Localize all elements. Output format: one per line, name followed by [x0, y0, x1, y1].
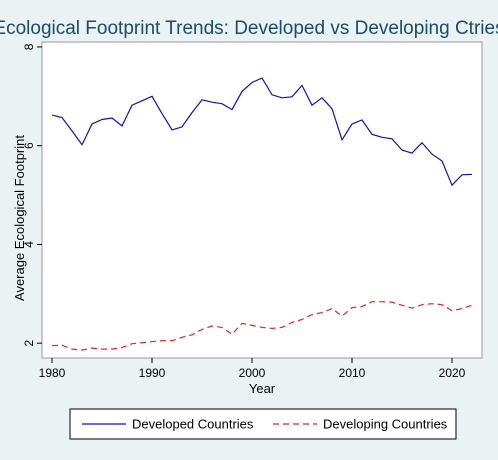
plot-area — [41, 41, 483, 359]
x-tick-label: 1980 — [39, 366, 66, 380]
x-tick-label: 1990 — [139, 366, 166, 380]
legend: Developed Countries Developing Countries — [69, 408, 457, 440]
series-line-developing-countries — [51, 301, 473, 351]
series-line-developed-countries — [51, 77, 473, 187]
y-tick-label: 2 — [22, 340, 36, 347]
chart-title: Ecological Footprint Trends: Developed v… — [0, 18, 498, 39]
y-tick-label: 4 — [22, 241, 36, 248]
y-tick-label: 6 — [22, 142, 36, 149]
axes: 1980 1990 2000 2010 2020 2 4 6 8 — [22, 43, 466, 380]
x-tick-label: 2020 — [439, 366, 466, 380]
y-tick-label: 8 — [22, 43, 36, 50]
y-axis-title: Average Ecological Footprint — [12, 135, 27, 301]
legend-label: Developed Countries — [132, 417, 254, 432]
legend-label: Developing Countries — [323, 417, 448, 432]
series-layer — [51, 77, 473, 351]
x-axis-title: Year — [249, 381, 276, 396]
x-tick-label: 2010 — [339, 366, 366, 380]
x-tick-label: 2000 — [239, 366, 266, 380]
legend-box — [69, 408, 457, 440]
